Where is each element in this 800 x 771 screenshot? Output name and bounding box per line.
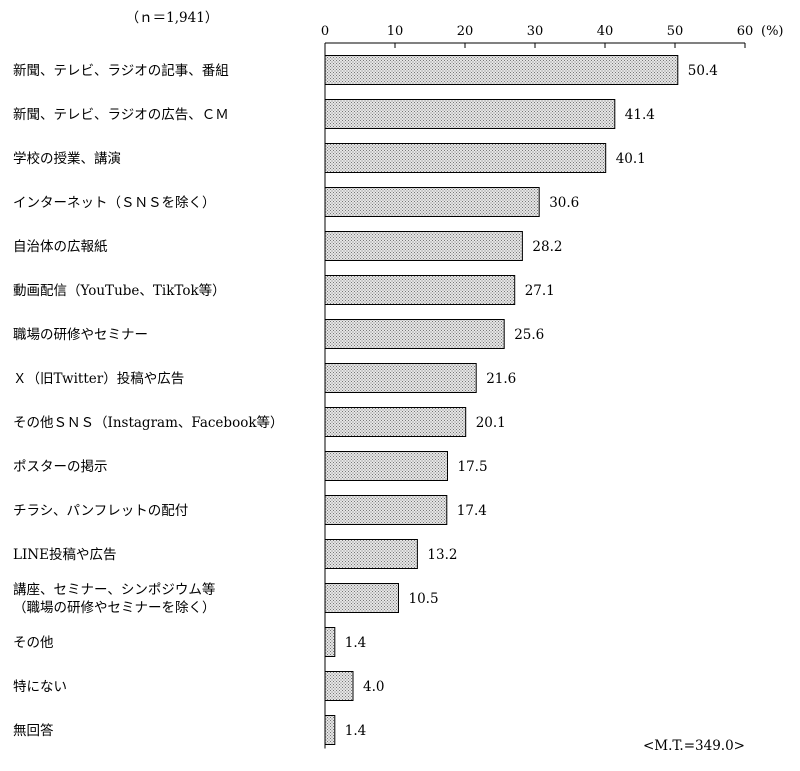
- bar: [324, 319, 505, 349]
- total-note: <M.T.=349.0>: [643, 738, 745, 754]
- value-label: 21.6: [486, 371, 516, 387]
- bar: [324, 231, 523, 261]
- value-label: 50.4: [688, 63, 718, 79]
- bars-group: 50.4 41.4 40.1 30.6 28.2 27.1 25.6 21.6 20.1 17.5…: [324, 55, 718, 745]
- sample-size-label: （ｎ＝1,941）: [126, 10, 219, 26]
- value-label: 25.6: [514, 327, 544, 343]
- category-label: Ｘ（旧Twitter）投稿や広告: [13, 371, 184, 387]
- category-label: 新聞、テレビ、ラジオの広告、ＣＭ: [13, 107, 229, 123]
- category-label: 動画配信（YouTube、TikTok等）: [13, 282, 226, 299]
- value-label: 10.5: [409, 591, 439, 607]
- category-label: 無回答: [13, 722, 54, 739]
- category-label: 新聞、テレビ、ラジオの記事、番組: [13, 62, 229, 79]
- bar: [324, 55, 679, 85]
- value-label: 20.1: [476, 415, 506, 431]
- category-label: その他: [13, 635, 54, 651]
- x-tick-label: 50: [667, 24, 684, 39]
- bar: [324, 143, 607, 173]
- bar: [324, 495, 448, 525]
- value-label: 1.4: [345, 723, 366, 739]
- value-label: 40.1: [616, 151, 646, 167]
- bar: [324, 671, 354, 701]
- bar: [324, 363, 477, 393]
- bar: [324, 407, 467, 437]
- value-label: 27.1: [525, 283, 555, 299]
- value-label: 17.5: [458, 459, 488, 475]
- x-tick-label: 10: [387, 24, 404, 39]
- bar: [324, 99, 616, 129]
- bar: [324, 275, 516, 305]
- category-label: 学校の授業、講演: [13, 150, 121, 167]
- category-label: 職場の研修やセミナー: [13, 327, 148, 343]
- x-tick-label: 0: [321, 24, 329, 39]
- category-label: 特にない: [13, 679, 67, 695]
- bar: [324, 583, 399, 613]
- value-label: 17.4: [457, 503, 487, 519]
- value-label: 41.4: [625, 107, 655, 123]
- category-label: ポスターの掲示: [13, 459, 108, 475]
- category-label: （職場の研修やセミナーを除く）: [13, 600, 216, 616]
- bar: [324, 451, 448, 481]
- value-label: 13.2: [427, 547, 457, 563]
- bar: [324, 627, 336, 657]
- category-label: その他ＳＮＳ（Instagram、Facebook等）: [13, 414, 284, 431]
- unit-label: (%): [761, 24, 784, 39]
- value-label: 4.0: [363, 679, 384, 695]
- value-label: 28.2: [532, 239, 562, 255]
- category-label: インターネット（ＳＮＳを除く）: [13, 195, 216, 211]
- value-label: 30.6: [549, 195, 579, 211]
- value-label: 1.4: [345, 635, 366, 651]
- x-tick-label: 60: [737, 24, 754, 39]
- x-tick-label: 30: [527, 24, 544, 39]
- bar: [324, 187, 540, 217]
- category-label: 自治体の広報紙: [13, 239, 108, 255]
- bar: [324, 715, 336, 745]
- bar: [324, 539, 418, 569]
- x-tick-label: 20: [457, 24, 474, 39]
- category-label: LINE投稿や広告: [13, 547, 116, 563]
- category-label: 講座、セミナー、シンポジウム等: [13, 581, 215, 598]
- x-tick-label: 40: [597, 24, 614, 39]
- category-label: チラシ、パンフレットの配付: [13, 503, 188, 519]
